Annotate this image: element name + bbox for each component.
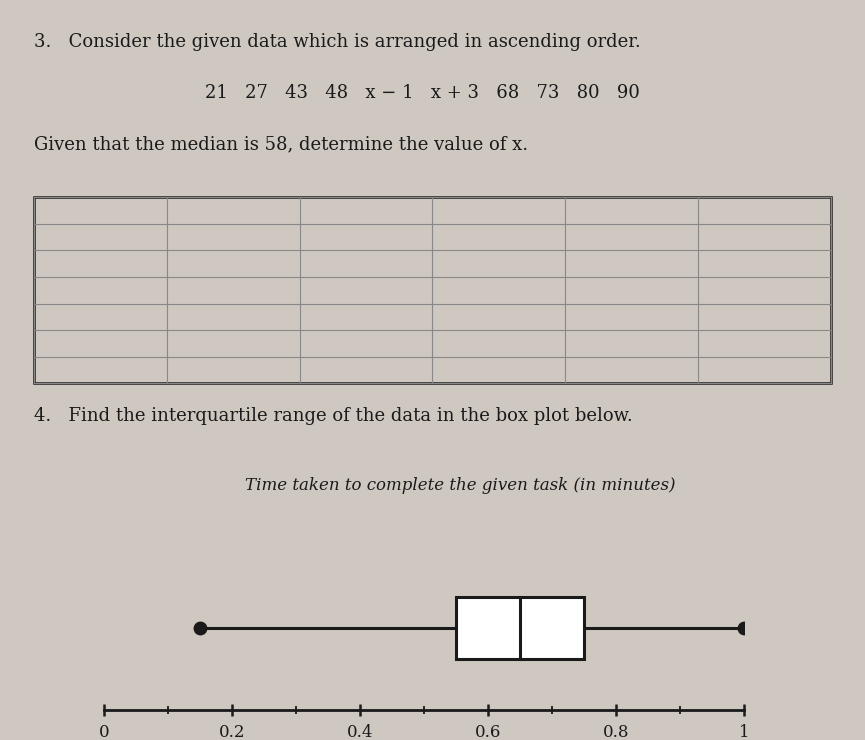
Bar (456, 596, 584, 659)
Text: 3.   Consider the given data which is arranged in ascending order.: 3. Consider the given data which is arra… (34, 33, 641, 51)
Text: 4.   Find the interquartile range of the data in the box plot below.: 4. Find the interquartile range of the d… (34, 407, 633, 425)
Bar (34, 198, 831, 383)
Text: Given that the median is 58, determine the value of x.: Given that the median is 58, determine t… (34, 135, 529, 153)
Text: 21   27   43   48   x − 1   x + 3   68   73   80   90: 21 27 43 48 x − 1 x + 3 68 73 80 90 (205, 84, 640, 102)
Text: Time taken to complete the given task (in minutes): Time taken to complete the given task (i… (246, 477, 676, 494)
